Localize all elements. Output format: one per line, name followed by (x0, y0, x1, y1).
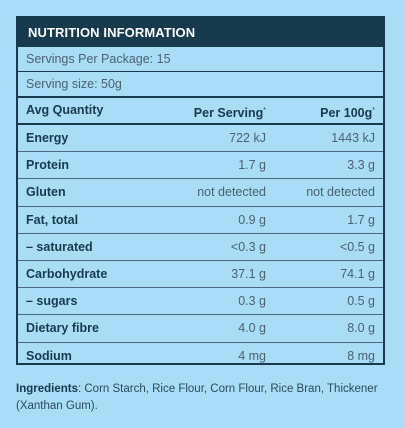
row-per-serving: <0.3 g (230, 239, 266, 254)
table-row-sodium: Sodium 4 mg 8 mg (18, 343, 383, 369)
row-per-100g: 0.5 g (347, 294, 375, 309)
header-per-serving: Per Serving* (193, 106, 266, 121)
table-row-saturated: – saturated <0.3 g <0.5 g (18, 234, 383, 261)
ingredients-label: Ingredients (16, 383, 78, 395)
row-per-100g: <0.5 g (339, 239, 375, 254)
row-label: Sodium (26, 348, 72, 363)
header-per-100g: Per 100g* (320, 106, 375, 121)
row-per-100g: not detected (306, 185, 375, 200)
row-label: Energy (26, 131, 69, 145)
nutrition-panel: NUTRITION INFORMATION Servings Per Packa… (16, 16, 385, 365)
row-per-100g: 74.1 g (340, 266, 375, 281)
row-per-serving: 4.0 g (238, 321, 266, 336)
table-row-fat-total: Fat, total 0.9 g 1.7 g (18, 207, 383, 234)
row-label: Protein (26, 158, 70, 173)
table-row-protein: Protein 1.7 g 3.3 g (18, 152, 383, 180)
panel-title: NUTRITION INFORMATION (18, 18, 383, 47)
row-per-100g: 8 mg (347, 348, 375, 363)
row-per-serving: 0.9 g (238, 212, 266, 227)
row-label: – sugars (26, 294, 78, 309)
table-row-sugars: – sugars 0.3 g 0.5 g (18, 288, 383, 316)
row-label: Gluten (26, 185, 66, 200)
servings-per-package: Servings Per Package: 15 (18, 47, 383, 72)
row-per-serving: 0.3 g (238, 294, 266, 309)
serving-size: Serving size: 50g (18, 72, 383, 98)
row-label: Carbohydrate (26, 266, 108, 281)
header-avg-quantity: Avg Quantity (26, 103, 104, 117)
row-per-serving: 1.7 g (238, 158, 266, 173)
row-per-100g: 3.3 g (347, 158, 375, 173)
row-per-serving: not detected (197, 185, 266, 200)
row-label: Dietary fibre (26, 321, 99, 336)
row-label: – saturated (26, 239, 93, 254)
row-per-100g: 8.0 g (347, 321, 375, 336)
row-per-100g: 1.7 g (347, 212, 375, 227)
row-per-serving: 37.1 g (231, 266, 266, 281)
row-per-serving: 4 mg (238, 348, 266, 363)
row-per-100g: 1443 kJ (331, 131, 375, 145)
table-row-dietary-fibre: Dietary fibre 4.0 g 8.0 g (18, 315, 383, 343)
table-row-gluten: Gluten not detected not detected (18, 179, 383, 207)
table-row-carbohydrate: Carbohydrate 37.1 g 74.1 g (18, 261, 383, 289)
table-body: Energy 722 kJ 1443 kJ Protein 1.7 g 3.3 … (18, 125, 383, 369)
table-header: Avg Quantity Per Serving* Per 100g* (18, 98, 383, 125)
row-label: Fat, total (26, 212, 79, 227)
ingredients-list: : Corn Starch, Rice Flour, Corn Flour, R… (16, 383, 378, 412)
ingredients-text: Ingredients: Corn Starch, Rice Flour, Co… (16, 381, 386, 415)
table-row-energy: Energy 722 kJ 1443 kJ (18, 125, 383, 153)
row-per-serving: 722 kJ (229, 131, 266, 145)
